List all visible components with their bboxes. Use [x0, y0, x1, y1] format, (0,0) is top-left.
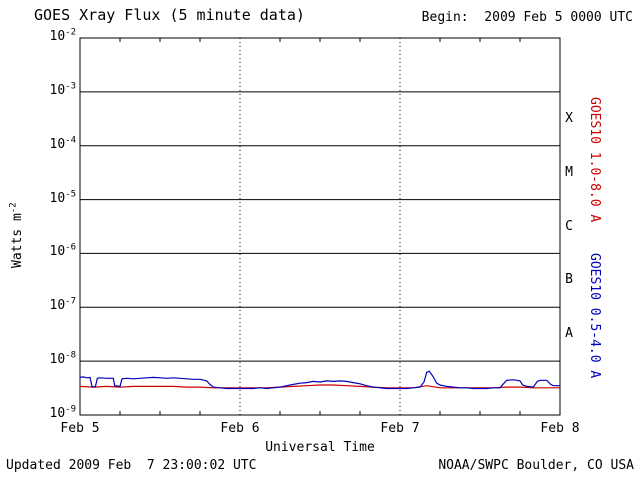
y-axis-title-exponent: -2 — [8, 202, 19, 214]
chart-title: GOES Xray Flux (5 minute data) — [34, 6, 305, 24]
y-tick-label: 10-7 — [49, 296, 77, 314]
flare-class-label-c: C — [565, 218, 573, 234]
y-axis-title: Watts m-2 — [8, 202, 26, 268]
y-axis-title-base: Watts m — [10, 213, 25, 268]
flare-class-label-m: M — [565, 164, 573, 180]
series-line-0 — [79, 384, 560, 389]
series-line-1 — [79, 370, 560, 390]
flare-class-label-a: A — [565, 326, 573, 342]
x-tick-label: Feb 8 — [540, 421, 580, 436]
updated-timestamp: Updated 2009 Feb 7 23:00:02 UTC — [6, 458, 257, 473]
y-tick-label: 10-9 — [49, 404, 77, 421]
plot-frame — [79, 37, 561, 416]
flare-class-label-b: B — [565, 272, 573, 288]
x-tick-label: Feb 5 — [60, 421, 100, 436]
series-label-goes10-short: GOES10 0.5-4.0 A — [587, 253, 602, 379]
flare-class-label-x: X — [565, 110, 573, 126]
x-axis-title: Universal Time — [265, 440, 375, 455]
source-attribution: NOAA/SWPC Boulder, CO USA — [438, 458, 634, 473]
y-tick-label: 10-3 — [49, 81, 77, 98]
y-tick-label: 10-5 — [49, 189, 77, 206]
y-tick-label: 10-8 — [49, 350, 77, 368]
y-tick-label: 10-2 — [49, 27, 77, 44]
x-tick-label: Feb 6 — [220, 421, 260, 436]
y-tick-label: 10-6 — [49, 243, 77, 260]
series-label-goes10-long: GOES10 1.0-8.0 A — [587, 97, 602, 223]
y-tick-label: 10-4 — [49, 135, 77, 152]
begin-time-label: Begin: 2009 Feb 5 0000 UTC — [421, 10, 633, 25]
x-tick-label: Feb 7 — [380, 421, 420, 436]
